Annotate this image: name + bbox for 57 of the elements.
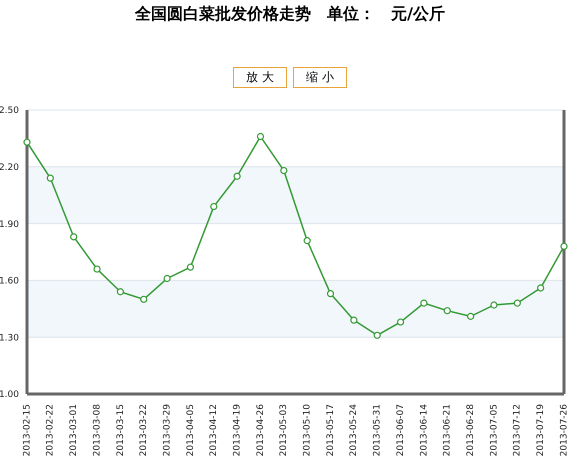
point <box>256 132 264 140</box>
y-tick-label: 2.20 <box>0 162 20 173</box>
point <box>70 233 78 240</box>
point <box>374 332 381 339</box>
x-tick-label: 2013-03-22 <box>139 404 150 456</box>
x-tick-label: 2013-05-31 <box>372 404 383 456</box>
x-tick-label: 2013-05-24 <box>349 404 360 456</box>
point <box>46 174 54 182</box>
point <box>304 237 311 244</box>
y-tick-label: 2.50 <box>0 106 20 116</box>
point <box>210 202 218 210</box>
point <box>186 264 194 271</box>
zoom-button: 放 大 <box>233 67 287 88</box>
y-tick-label: 1.60 <box>0 276 20 287</box>
point <box>116 288 124 296</box>
x-tick-label: 2013-05-10 <box>302 404 313 456</box>
point <box>140 296 148 303</box>
x-tick-label: 2013-07-12 <box>512 404 523 456</box>
x-tick-label: 2013-03-08 <box>92 404 102 456</box>
point <box>396 318 404 326</box>
x-tick-label: 2013-03-29 <box>162 404 172 456</box>
point <box>537 284 544 292</box>
x-tick-label: 2013-07-19 <box>536 404 546 456</box>
x-tick-label: 2013-04-26 <box>256 404 266 456</box>
point <box>444 307 451 314</box>
x-tick-label: 2013-02-15 <box>22 404 32 456</box>
x-tick-label: 2013-07-05 <box>489 404 500 456</box>
x-tick-label: 2013-07-26 <box>559 404 570 456</box>
point <box>234 172 241 180</box>
x-tick-label: 2013-04-05 <box>186 404 196 456</box>
x-tick-label: 2013-05-03 <box>279 404 290 456</box>
point <box>163 274 171 282</box>
point <box>467 312 474 320</box>
point <box>23 138 31 146</box>
x-tick-label: 2013-06-07 <box>396 404 406 456</box>
point <box>514 300 521 307</box>
point <box>350 316 358 324</box>
x-tick-label: 2013-06-21 <box>442 404 453 456</box>
point <box>420 300 428 307</box>
x-tick-label: 2013-06-28 <box>466 404 476 456</box>
x-tick-label: 2013-05-17 <box>326 404 336 456</box>
point <box>490 301 498 309</box>
zoom-button: 缩 小 <box>293 67 347 88</box>
y-tick-label: 1.90 <box>0 220 20 230</box>
x-tick-label: 2013-04-12 <box>209 404 220 456</box>
x-tick-label: 2013-03-01 <box>69 404 80 456</box>
x-tick-label: 2013-06-14 <box>419 404 430 456</box>
y-tick-label: 1.30 <box>0 333 20 344</box>
point <box>560 242 568 250</box>
point <box>326 290 334 298</box>
x-tick-label: 2013-04-19 <box>232 404 243 456</box>
point <box>280 166 288 174</box>
y-tick-label: 1.00 <box>0 390 20 400</box>
x-tick-label: 2013-02-22 <box>46 404 56 456</box>
x-tick-label: 2013-03-15 <box>116 404 126 456</box>
point <box>93 265 101 273</box>
chart-title: 全国圆白菜批发价格走势 单位： 元/公斤 <box>134 4 446 25</box>
